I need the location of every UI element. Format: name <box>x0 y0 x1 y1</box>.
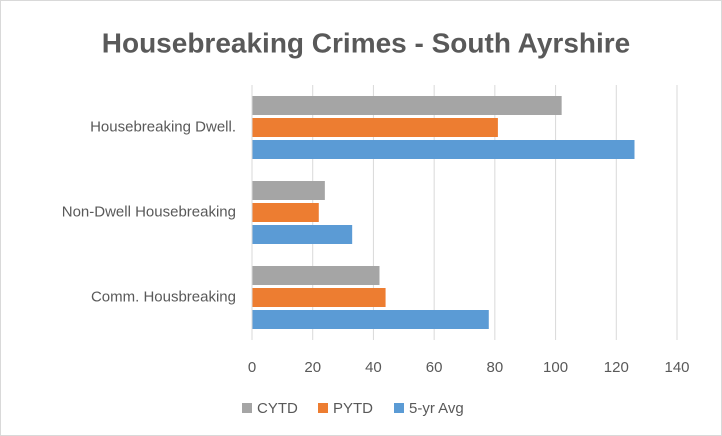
y-tick-label: Housebreaking Dwell. <box>90 118 236 135</box>
bar <box>252 96 562 115</box>
legend-label: 5-yr Avg <box>409 400 464 417</box>
bar <box>252 310 489 329</box>
x-tick-label: 140 <box>664 359 689 376</box>
x-tick-label: 20 <box>304 359 321 376</box>
bar <box>252 118 498 137</box>
legend-swatch <box>394 403 404 413</box>
bar <box>252 225 353 244</box>
y-tick-label: Comm. Housbreaking <box>91 288 236 305</box>
bar <box>252 140 635 159</box>
legend-label: CYTD <box>257 400 298 417</box>
legend-swatch <box>318 403 328 413</box>
bar <box>252 288 386 307</box>
x-tick-label: 120 <box>604 359 629 376</box>
bar <box>252 203 319 222</box>
legend-swatch <box>242 403 252 413</box>
x-tick-label: 80 <box>487 359 504 376</box>
x-tick-label: 100 <box>543 359 568 376</box>
legend-label: PYTD <box>333 400 373 417</box>
x-tick-label: 60 <box>426 359 443 376</box>
x-tick-label: 0 <box>248 359 256 376</box>
y-tick-label: Non-Dwell Housebreaking <box>62 203 236 220</box>
bar <box>252 266 380 285</box>
bar <box>252 181 325 200</box>
chart-title: Housebreaking Crimes - South Ayrshire <box>102 27 631 58</box>
x-tick-label: 40 <box>365 359 382 376</box>
